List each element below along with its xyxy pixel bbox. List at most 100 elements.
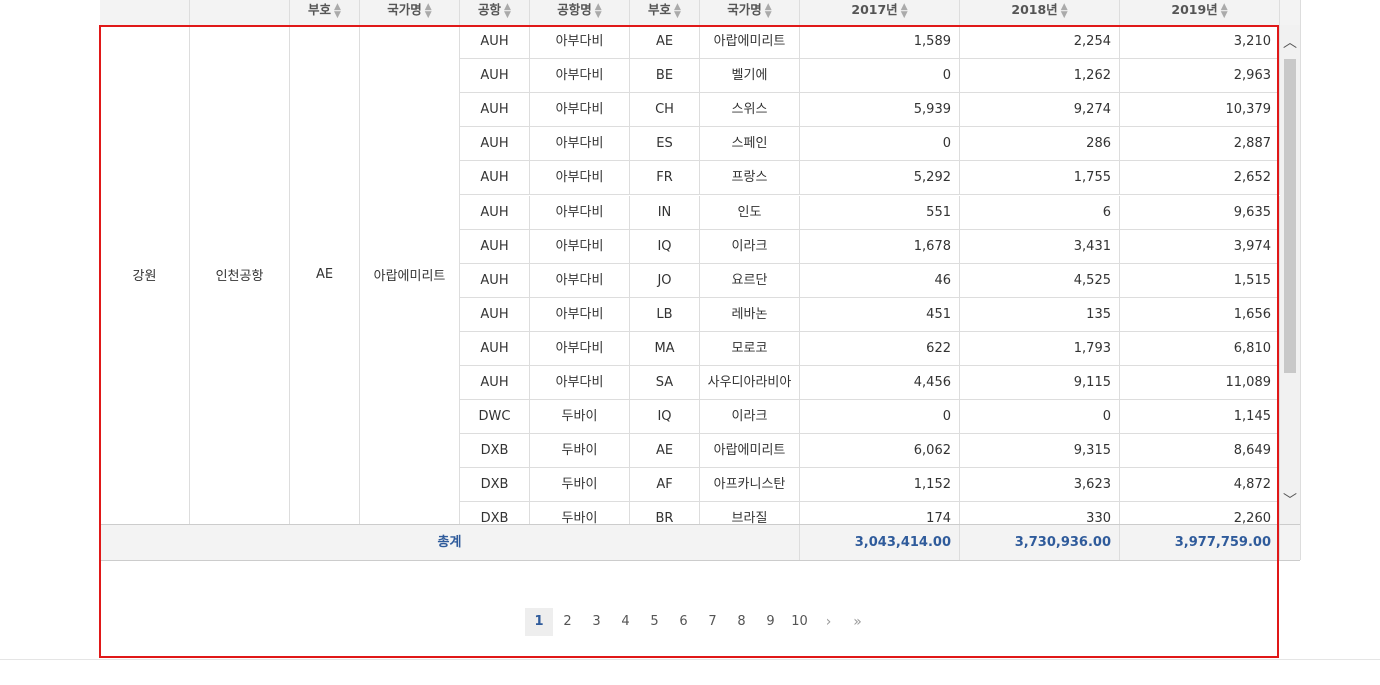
cell-dest-airport: AUH (460, 59, 530, 93)
sort-icon[interactable]: ▲ ▼ (674, 1, 681, 20)
sort-icon[interactable]: ▲ ▼ (424, 1, 432, 20)
merged-country-cell: 아랍에미리트 (360, 25, 460, 524)
page-3[interactable]: 3 (592, 614, 601, 629)
cell-dest-airport-name: 두바이 (530, 400, 630, 434)
header-airport (190, 0, 290, 25)
cell-2019: 3,210 (1120, 25, 1280, 58)
cell-2018: 1,755 (960, 161, 1120, 195)
header-dest-airport-name[interactable]: 공항명 ▲ ▼ (530, 0, 630, 25)
table-row[interactable]: AUH 아부다비 FR 프랑스 5,292 1,755 2,652 (460, 161, 1280, 196)
page-6[interactable]: 6 (679, 614, 688, 629)
cell-dest-country: 벨기에 (700, 59, 800, 93)
header-dest-country[interactable]: 국가명 ▲ ▼ (700, 0, 800, 25)
cell-dest-country: 프랑스 (700, 161, 800, 195)
cell-dest-airport-name: 두바이 (530, 468, 630, 502)
sort-icon[interactable]: ▲ ▼ (900, 1, 908, 20)
cell-2017: 0 (800, 59, 960, 93)
cell-2018: 9,115 (960, 366, 1120, 399)
scrollbar-thumb[interactable] (1284, 59, 1296, 373)
page-9[interactable]: 9 (766, 614, 775, 629)
cell-2019: 2,963 (1120, 59, 1280, 93)
page-10[interactable]: 10 (791, 614, 808, 629)
vertical-scrollbar[interactable]: ︿ ﹀ (1280, 25, 1300, 524)
cell-dest-country: 브라질 (700, 502, 800, 524)
header-dest-code[interactable]: 부호 ▲ ▼ (630, 0, 700, 25)
cell-2017: 622 (800, 331, 960, 365)
double-chevron-right-icon[interactable]: » (853, 614, 862, 630)
table-row[interactable]: AUH 아부다비 JO 요르단 46 4,525 1,515 (460, 263, 1280, 298)
table-row[interactable]: AUH 아부다비 IN 인도 551 6 9,635 (460, 195, 1280, 230)
table-row[interactable]: AUH 아부다비 SA 사우디아라비아 4,456 9,115 11,089 (460, 366, 1280, 400)
cell-dest-airport-name: 아부다비 (530, 59, 630, 93)
cell-2017: 0 (800, 127, 960, 161)
header-code[interactable]: 부호 ▲ ▼ (290, 0, 360, 25)
table-row[interactable]: DXB 두바이 AE 아랍에미리트 6,062 9,315 8,649 (460, 434, 1280, 469)
cell-2019: 8,649 (1120, 434, 1280, 468)
cell-dest-country: 인도 (700, 195, 800, 229)
chevron-up-icon[interactable]: ︿ (1283, 35, 1297, 51)
cell-2017: 0 (800, 400, 960, 434)
cell-dest-airport: DXB (460, 468, 530, 502)
page-4[interactable]: 4 (621, 614, 630, 629)
chevron-right-icon[interactable]: › (825, 614, 832, 630)
chevron-down-icon[interactable]: ﹀ (1283, 493, 1297, 509)
cell-dest-code: BE (630, 59, 700, 93)
cell-2019: 6,810 (1120, 331, 1280, 365)
cell-2019: 11,089 (1120, 366, 1280, 399)
page-5[interactable]: 5 (650, 614, 659, 629)
header-dest-airport[interactable]: 공항 ▲ ▼ (460, 0, 530, 25)
cell-dest-country: 사우디아라비아 (700, 366, 800, 399)
table-row[interactable]: AUH 아부다비 AE 아랍에미리트 1,589 2,254 3,210 (460, 25, 1280, 59)
cell-2017: 5,939 (800, 93, 960, 127)
sort-icon[interactable]: ▲ ▼ (334, 1, 341, 20)
sort-icon[interactable]: ▲ ▼ (764, 1, 772, 20)
cell-2019: 2,652 (1120, 161, 1280, 195)
table-row[interactable]: AUH 아부다비 IQ 이라크 1,678 3,431 3,974 (460, 229, 1280, 264)
header-country[interactable]: 국가명 ▲ ▼ (360, 0, 460, 25)
page-1[interactable]: 1 (525, 608, 553, 636)
sort-icon[interactable]: ▲ ▼ (1060, 1, 1068, 20)
grid-footer: 총계 3,043,414.00 3,730,936.00 3,977,759.0… (100, 524, 1300, 561)
page-8[interactable]: 8 (737, 614, 746, 629)
table-row[interactable]: DXB 두바이 AF 아프카니스탄 1,152 3,623 4,872 (460, 468, 1280, 503)
header-region (100, 0, 190, 25)
cell-dest-airport: AUH (460, 93, 530, 127)
table-row[interactable]: DWC 두바이 IQ 이라크 0 0 1,145 (460, 400, 1280, 435)
table-row[interactable]: AUH 아부다비 LB 레바논 451 135 1,656 (460, 297, 1280, 332)
page-divider (0, 659, 1380, 660)
table-row[interactable]: DXB 두바이 BR 브라질 174 330 2,260 (460, 502, 1280, 524)
table-row[interactable]: AUH 아부다비 ES 스페인 0 286 2,887 (460, 127, 1280, 162)
header-2019[interactable]: 2019년 ▲ ▼ (1120, 0, 1280, 25)
cell-2017: 1,589 (800, 25, 960, 58)
data-grid: 부호 ▲ ▼ 국가명 ▲ ▼ 공항 ▲ ▼ 공항명 ▲ ▼ 부호 ▲ ▼ 국가명 ▲ ▼ 2017년 ▲ ▼… (100, 0, 1301, 561)
grid-body: 강원 인천공항 AE 아랍에미리트 AUH 아부다비 AE 아랍에미리트 1,589 2,… (100, 25, 1280, 524)
sort-icon[interactable]: ▲ ▼ (1220, 1, 1228, 20)
table-row[interactable]: AUH 아부다비 CH 스위스 5,939 9,274 10,379 (460, 93, 1280, 128)
cell-dest-airport: AUH (460, 25, 530, 58)
merged-code-cell: AE (290, 25, 360, 524)
cell-dest-code: IQ (630, 229, 700, 263)
table-row[interactable]: AUH 아부다비 BE 벨기에 0 1,262 2,963 (460, 59, 1280, 94)
page-7[interactable]: 7 (708, 614, 717, 629)
cell-2017: 4,456 (800, 366, 960, 399)
cell-dest-country: 아프카니스탄 (700, 468, 800, 502)
cell-2018: 9,274 (960, 93, 1120, 127)
sort-icon[interactable]: ▲ ▼ (594, 1, 602, 20)
cell-2017: 174 (800, 502, 960, 524)
header-2018[interactable]: 2018년 ▲ ▼ (960, 0, 1120, 25)
cell-2019: 1,515 (1120, 263, 1280, 297)
cell-dest-code: JO (630, 263, 700, 297)
pagination: 1 2 3 4 5 6 7 8 9 10 › » (525, 608, 872, 636)
cell-dest-airport-name: 아부다비 (530, 331, 630, 365)
cell-dest-airport: DXB (460, 502, 530, 524)
cell-dest-airport-name: 두바이 (530, 434, 630, 468)
table-row[interactable]: AUH 아부다비 MA 모로코 622 1,793 6,810 (460, 331, 1280, 366)
cell-dest-airport: DWC (460, 400, 530, 434)
cell-dest-airport: AUH (460, 161, 530, 195)
page-2[interactable]: 2 (563, 614, 572, 629)
cell-2018: 6 (960, 195, 1120, 229)
cell-2018: 3,623 (960, 468, 1120, 502)
sort-icon[interactable]: ▲ ▼ (504, 1, 511, 20)
cell-dest-airport-name: 아부다비 (530, 127, 630, 161)
header-2017[interactable]: 2017년 ▲ ▼ (800, 0, 960, 25)
